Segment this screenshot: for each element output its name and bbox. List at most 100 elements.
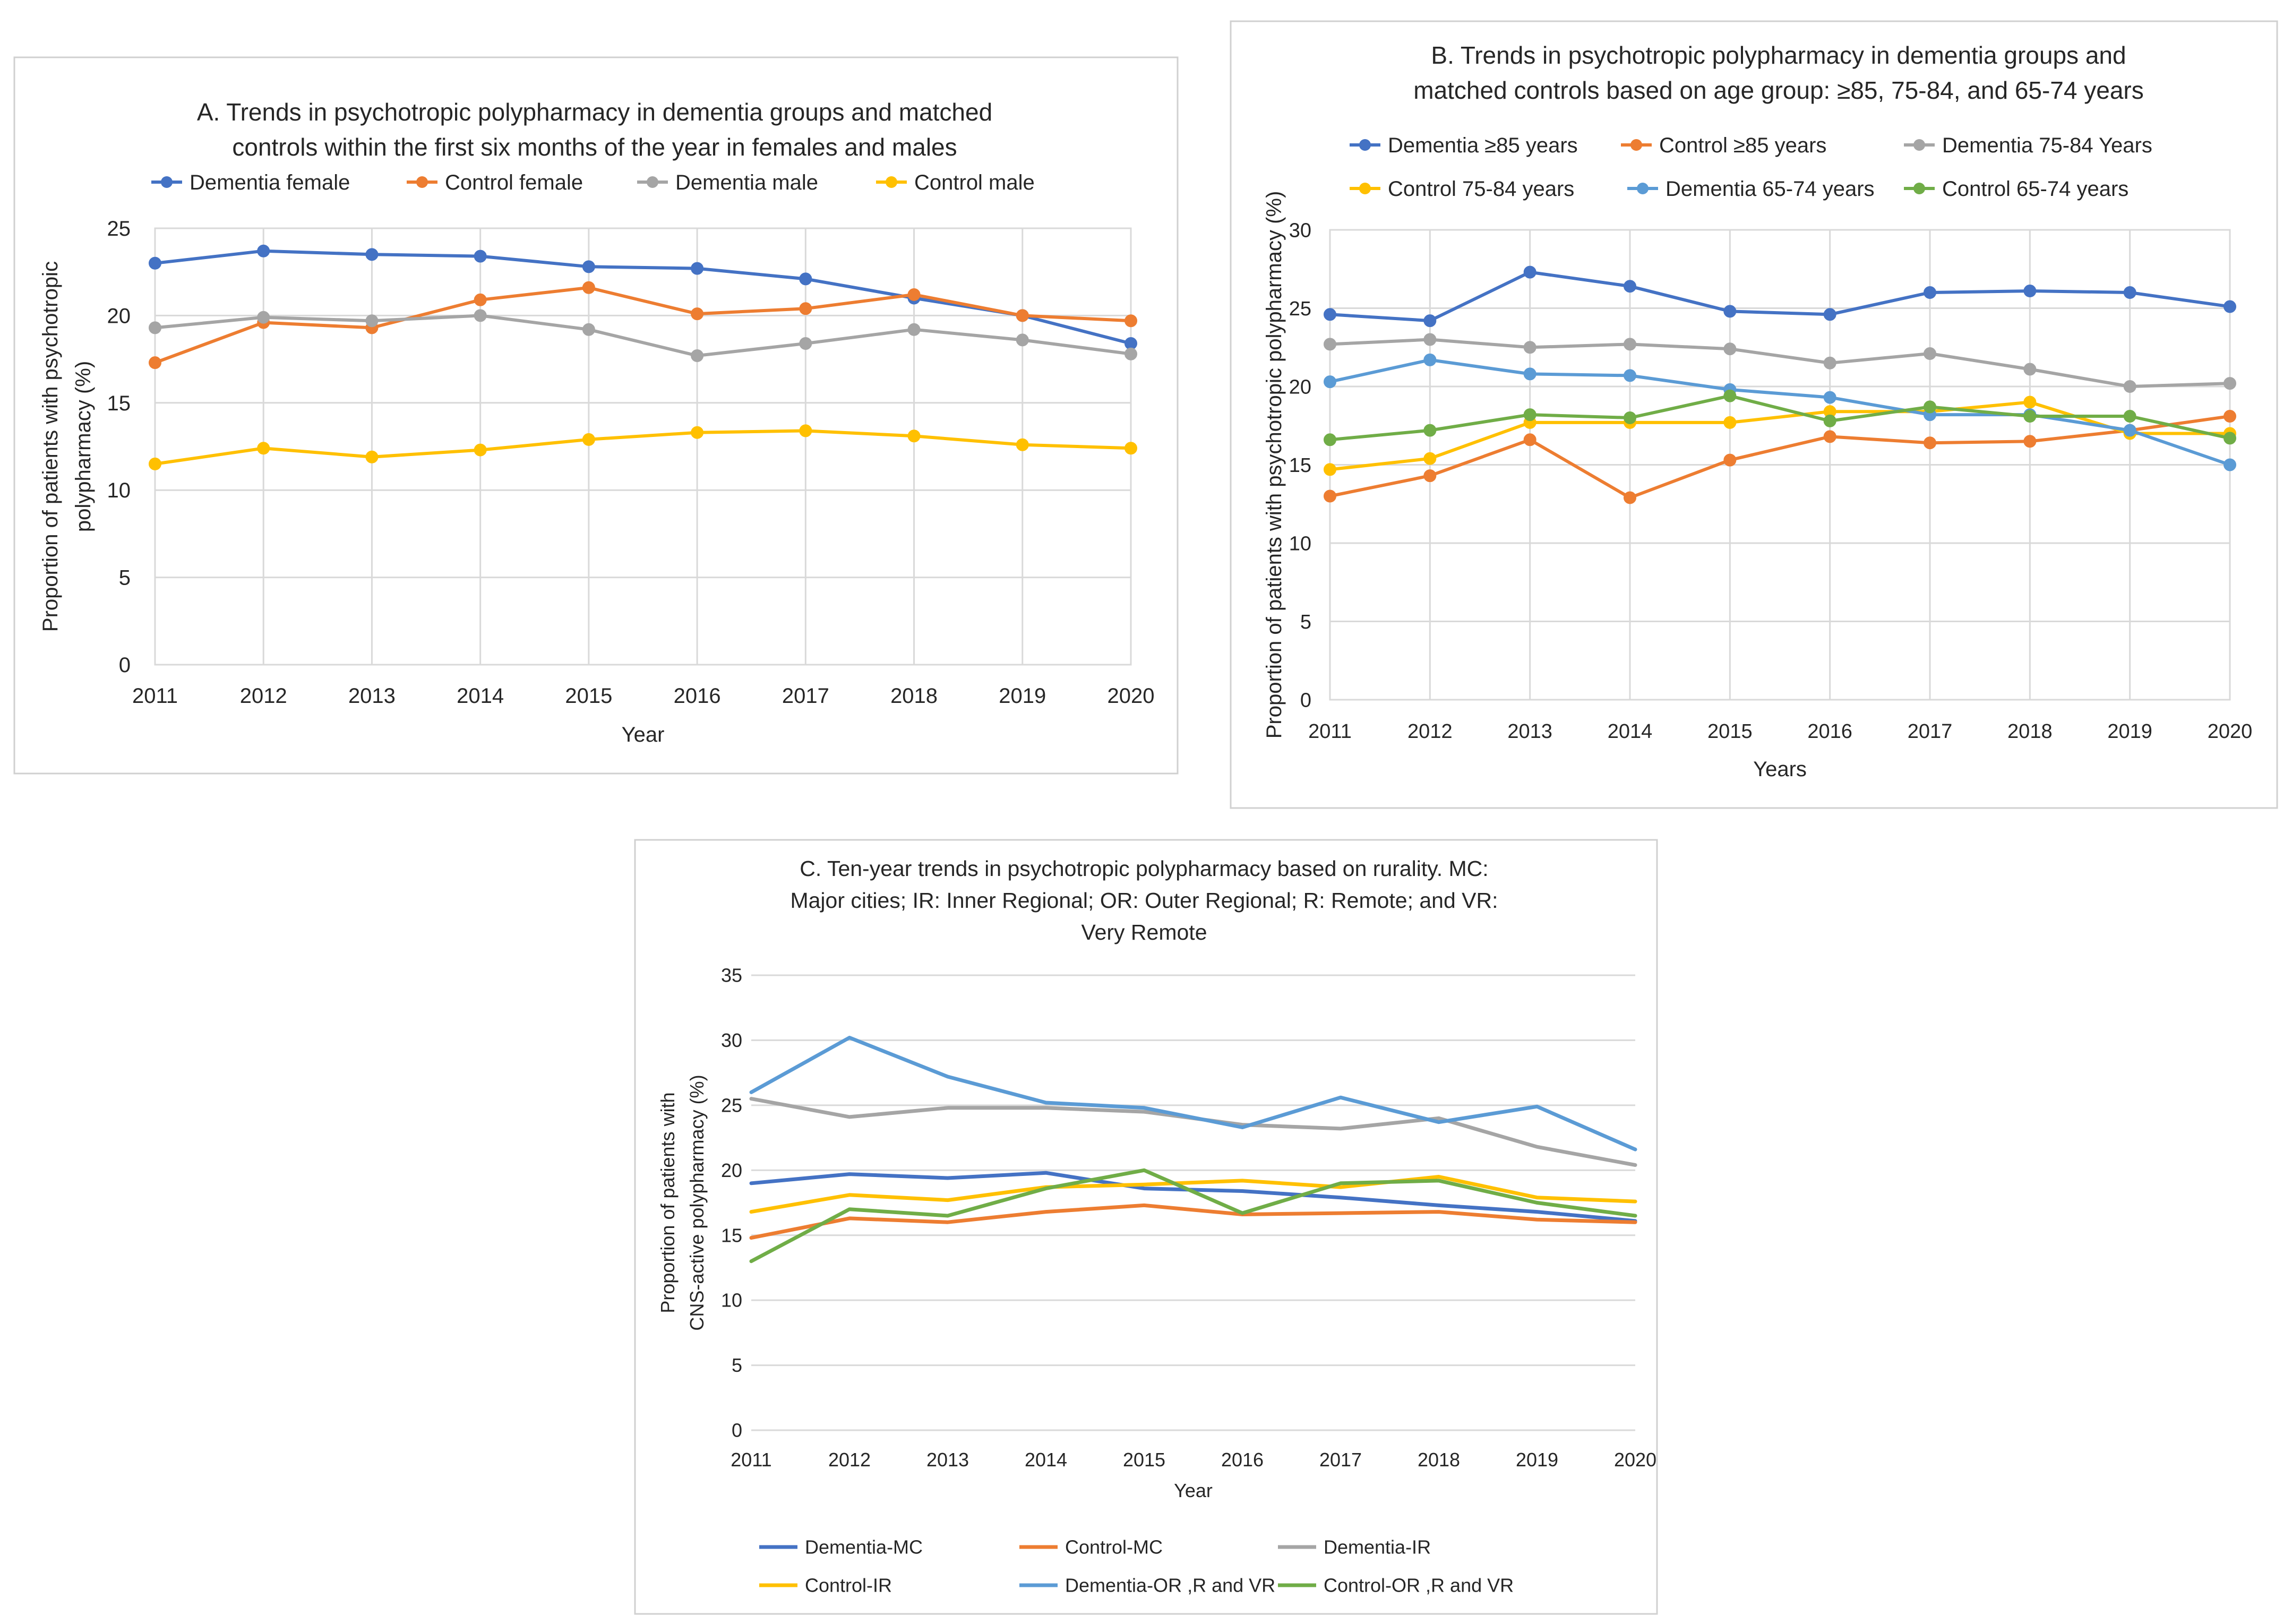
data-point-marker (1823, 356, 1836, 370)
y-tick-label: 10 (107, 479, 131, 502)
panel-frame (634, 839, 1658, 1615)
legend-entry-label: Dementia 65-74 years (1666, 177, 1875, 201)
legend-entry-label: Dementia ≥85 years (1388, 134, 1578, 157)
x-tick-label: 2012 (240, 684, 287, 708)
data-point-marker (1723, 305, 1737, 318)
series-line (153, 314, 1132, 357)
legend-entry-label: Control 75-84 years (1388, 177, 1574, 201)
data-point-marker (1016, 309, 1029, 322)
data-point-marker (1924, 436, 1936, 450)
series-line (749, 1203, 1637, 1240)
data-point-marker (2224, 300, 2236, 313)
data-point-marker (1523, 408, 1536, 422)
data-point-marker (799, 337, 812, 350)
x-tick-label: 2013 (348, 684, 396, 708)
data-point-marker (1523, 433, 1536, 446)
series-line (1328, 338, 2231, 388)
y-axis-label: polypharmacy (%) (72, 361, 95, 532)
data-point-marker (1423, 452, 1437, 465)
data-point-marker (1924, 286, 1936, 299)
x-tick-label: 2020 (1108, 684, 1155, 708)
data-point-marker (474, 293, 487, 306)
data-point-marker (2023, 435, 2037, 448)
data-point-marker (474, 250, 487, 263)
x-axis-label: Year (622, 723, 665, 746)
data-point-marker (1723, 342, 1737, 356)
y-tick-label: 15 (1289, 454, 1311, 477)
y-tick-label: 15 (721, 1224, 742, 1246)
legend-swatch-marker (1359, 183, 1371, 194)
data-point-marker (1423, 469, 1437, 483)
y-axis-label: Proportion of patients with psychotropic (39, 261, 62, 632)
y-tick-label: 0 (119, 654, 131, 677)
data-point-marker (474, 309, 487, 322)
data-point-marker (2023, 410, 2037, 423)
x-tick-label: 2011 (1308, 720, 1352, 743)
data-point-marker (1624, 491, 1636, 504)
x-tick-label: 2019 (999, 684, 1046, 708)
data-point-marker (1324, 338, 1336, 351)
x-tick-label: 2011 (132, 684, 178, 708)
legend-swatch-marker (1637, 183, 1649, 194)
legend-swatch-marker (161, 176, 173, 188)
data-point-marker (582, 260, 595, 273)
data-point-marker (1523, 341, 1536, 354)
data-point-marker (257, 311, 270, 324)
data-point-marker (1423, 353, 1437, 366)
data-point-marker (149, 457, 161, 470)
data-point-marker (2224, 432, 2236, 445)
chart-title-line: controls within the first six months of … (232, 133, 957, 161)
data-point-marker (1823, 430, 1836, 443)
legend-entry-label: Control female (445, 171, 583, 194)
chart-title-line: C. Ten-year trends in psychotropic polyp… (800, 856, 1488, 881)
data-point-marker (2023, 285, 2037, 298)
y-tick-label: 10 (721, 1290, 742, 1311)
x-tick-label: 2020 (1614, 1449, 1656, 1471)
data-point-marker (1823, 414, 1836, 427)
data-point-marker (1624, 369, 1636, 382)
data-point-marker (907, 288, 921, 301)
y-tick-label: 20 (1289, 376, 1311, 398)
series-line (749, 1036, 1637, 1152)
y-tick-label: 20 (721, 1159, 742, 1181)
y-tick-label: 15 (107, 392, 131, 415)
data-point-marker (582, 281, 595, 294)
data-point-marker (1124, 347, 1137, 360)
legend-swatch-marker (416, 176, 428, 188)
panel-frame (13, 56, 1179, 775)
series-line (1328, 270, 2231, 323)
data-point-marker (2123, 286, 2136, 299)
data-point-marker (1924, 400, 1936, 414)
data-point-marker (1423, 424, 1437, 437)
data-point-marker (149, 356, 161, 370)
data-point-marker (1723, 416, 1737, 429)
x-tick-label: 2016 (1221, 1449, 1264, 1471)
y-tick-label: 5 (732, 1354, 742, 1376)
y-axis-label: CNS-active polypharmacy (%) (686, 1075, 708, 1330)
legend-swatch-marker (1630, 139, 1642, 151)
data-point-marker (1324, 375, 1336, 389)
chart-title-line: Very Remote (1081, 920, 1207, 944)
chart-title-line: matched controls based on age group: ≥85… (1413, 76, 2144, 104)
legend-entry-label: Control-MC (1065, 1536, 1163, 1558)
data-point-marker (474, 443, 487, 457)
x-tick-label: 2018 (1418, 1449, 1460, 1471)
legend-entry-label: Control-IR (805, 1575, 892, 1596)
y-tick-label: 0 (732, 1420, 742, 1441)
y-tick-label: 20 (107, 304, 131, 328)
data-point-marker (1624, 338, 1636, 351)
data-point-marker (1423, 314, 1437, 328)
legend-entry-label: Dementia-MC (805, 1536, 923, 1558)
series-line (1328, 394, 2231, 442)
data-point-marker (582, 433, 595, 446)
data-point-marker (907, 429, 921, 443)
chart-title-line: B. Trends in psychotropic polypharmacy i… (1431, 41, 2126, 69)
x-tick-label: 2014 (1608, 720, 1653, 743)
data-point-marker (1324, 308, 1336, 321)
legend-swatch-marker (1913, 183, 1925, 194)
legend-entry-label: Dementia-OR ,R and VR (1065, 1575, 1275, 1596)
data-point-marker (799, 302, 812, 315)
x-tick-label: 2013 (926, 1449, 969, 1471)
data-point-marker (2123, 410, 2136, 423)
data-point-marker (365, 450, 379, 463)
